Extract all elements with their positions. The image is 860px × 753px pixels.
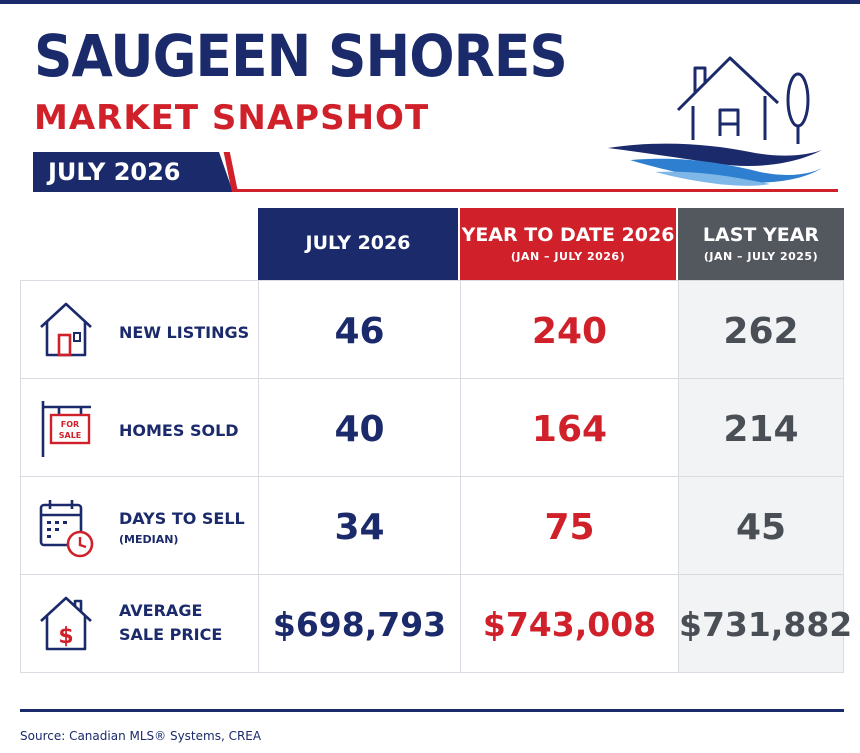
table-row-homes-sold: FOR SALE HOMES SOLD 40 164 214 <box>20 378 844 476</box>
column-header-july: JULY 2026 <box>258 208 458 280</box>
last-year-cell: 45 <box>678 477 844 574</box>
svg-text:$: $ <box>58 624 73 649</box>
ytd-value: 75 <box>544 507 595 548</box>
column-header-ytd: YEAR TO DATE 2026 (JAN – JULY 2026) <box>460 208 676 280</box>
column-header-title: JULY 2026 <box>305 232 411 254</box>
row-label: DAYS TO SELL <box>119 509 245 528</box>
ytd-cell: $743,008 <box>460 575 678 672</box>
svg-text:SALE: SALE <box>59 431 82 440</box>
july-value: 40 <box>334 409 385 450</box>
period-banner <box>33 152 233 192</box>
page-title: SAUGEEN SHORES <box>34 22 568 90</box>
ytd-value: 164 <box>531 409 608 450</box>
row-label-cell: FOR SALE HOMES SOLD <box>20 379 258 476</box>
last-year-cell: $731,882 <box>678 575 853 672</box>
column-header-title: YEAR TO DATE 2026 <box>461 224 675 246</box>
ytd-value: $743,008 <box>482 605 657 644</box>
last-year-cell: 262 <box>678 281 844 378</box>
july-cell: $698,793 <box>258 575 460 672</box>
house-waves-logo-icon <box>608 56 822 186</box>
ytd-cell: 240 <box>460 281 678 378</box>
row-label: AVERAGE <box>119 601 203 620</box>
july-cell: 46 <box>258 281 460 378</box>
july-value: $698,793 <box>272 605 447 644</box>
for-sale-sign-icon: FOR SALE <box>41 401 91 457</box>
house-icon <box>40 302 92 357</box>
july-value: 34 <box>334 507 385 548</box>
column-header-subtitle: (JAN – JULY 2025) <box>703 250 819 263</box>
last-year-value: $731,882 <box>679 605 853 644</box>
ytd-value: 240 <box>531 311 608 352</box>
column-header-subtitle: (JAN – JULY 2026) <box>510 250 626 263</box>
row-sublabel: (MEDIAN) <box>119 533 179 546</box>
row-label-cell: DAYS TO SELL (MEDIAN) <box>20 477 258 574</box>
svg-text:FOR: FOR <box>61 420 79 429</box>
column-header-title: LAST YEAR <box>702 224 820 246</box>
row-label-cell: $ AVERAGE SALE PRICE <box>20 575 258 672</box>
row-label: NEW LISTINGS <box>119 323 250 342</box>
stats-table: NEW LISTINGS 46 240 262 FOR SALE HOMES S… <box>20 280 853 673</box>
row-label-line-2: SALE PRICE <box>119 625 223 644</box>
july-value: 46 <box>334 311 385 352</box>
table-row-days-to-sell: DAYS TO SELL (MEDIAN) 34 75 45 <box>20 476 844 574</box>
ytd-cell: 164 <box>460 379 678 476</box>
period-label: JULY 2026 <box>48 158 181 186</box>
page-subtitle: MARKET SNAPSHOT <box>34 98 430 138</box>
house-dollar-icon: $ <box>40 596 92 651</box>
last-year-value: 262 <box>723 311 799 352</box>
last-year-value: 214 <box>723 409 799 450</box>
row-label: HOMES SOLD <box>119 421 239 440</box>
ytd-cell: 75 <box>460 477 678 574</box>
footer-divider <box>20 709 844 712</box>
july-cell: 34 <box>258 477 460 574</box>
row-label-cell: NEW LISTINGS <box>20 281 258 378</box>
header-divider <box>232 189 838 192</box>
table-row-new-listings: NEW LISTINGS 46 240 262 <box>20 280 844 378</box>
top-rule <box>0 0 860 4</box>
source-note: Source: Canadian MLS® Systems, CREA <box>20 729 262 743</box>
july-cell: 40 <box>258 379 460 476</box>
last-year-value: 45 <box>735 507 787 548</box>
table-row-average-sale-price: $ AVERAGE SALE PRICE $698,793 $743,008 $… <box>20 574 853 673</box>
calendar-clock-icon <box>39 500 94 558</box>
last-year-cell: 214 <box>678 379 844 476</box>
column-header-last-year: LAST YEAR (JAN – JULY 2025) <box>678 208 844 280</box>
